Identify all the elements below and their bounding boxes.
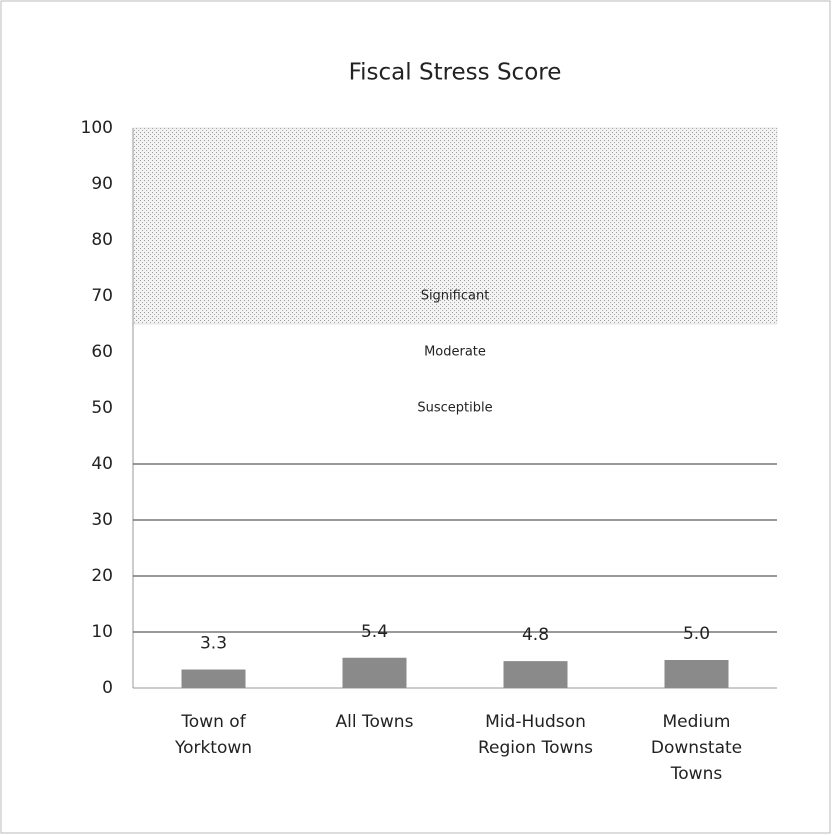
x-tick-label: Town of <box>180 712 246 732</box>
zone-label: Moderate <box>424 345 486 360</box>
x-tick-label: Yorktown <box>174 738 252 758</box>
value-label: 3.3 <box>200 634 227 654</box>
bar <box>503 661 568 688</box>
y-tick-label: 0 <box>102 678 113 698</box>
zone-label: Susceptible <box>417 401 492 416</box>
value-label: 4.8 <box>522 625 549 645</box>
x-tick-label: All Towns <box>336 712 414 732</box>
x-tick-label: Mid-Hudson <box>485 712 586 732</box>
y-tick-label: 30 <box>91 510 113 530</box>
y-tick-label: 100 <box>81 118 113 138</box>
y-tick-label: 10 <box>91 622 113 642</box>
bar <box>664 660 729 688</box>
value-label: 5.0 <box>683 624 710 644</box>
shaded-zone <box>132 127 778 325</box>
y-tick-label: 60 <box>91 342 113 362</box>
x-tick-label: Medium <box>663 712 731 732</box>
bar <box>342 657 407 688</box>
x-tick-label: Towns <box>670 764 723 784</box>
y-tick-label: 40 <box>91 454 113 474</box>
bar <box>181 669 246 688</box>
chart-title: Fiscal Stress Score <box>349 60 562 86</box>
zone-label: Significant <box>421 289 490 304</box>
y-tick-label: 90 <box>91 174 113 194</box>
value-label: 5.4 <box>361 622 388 642</box>
y-tick-label: 20 <box>91 566 113 586</box>
y-tick-label: 70 <box>91 286 113 306</box>
y-tick-label: 80 <box>91 230 113 250</box>
y-tick-label: 50 <box>91 398 113 418</box>
x-tick-label: Region Towns <box>478 738 593 758</box>
x-tick-label: Downstate <box>651 738 742 758</box>
